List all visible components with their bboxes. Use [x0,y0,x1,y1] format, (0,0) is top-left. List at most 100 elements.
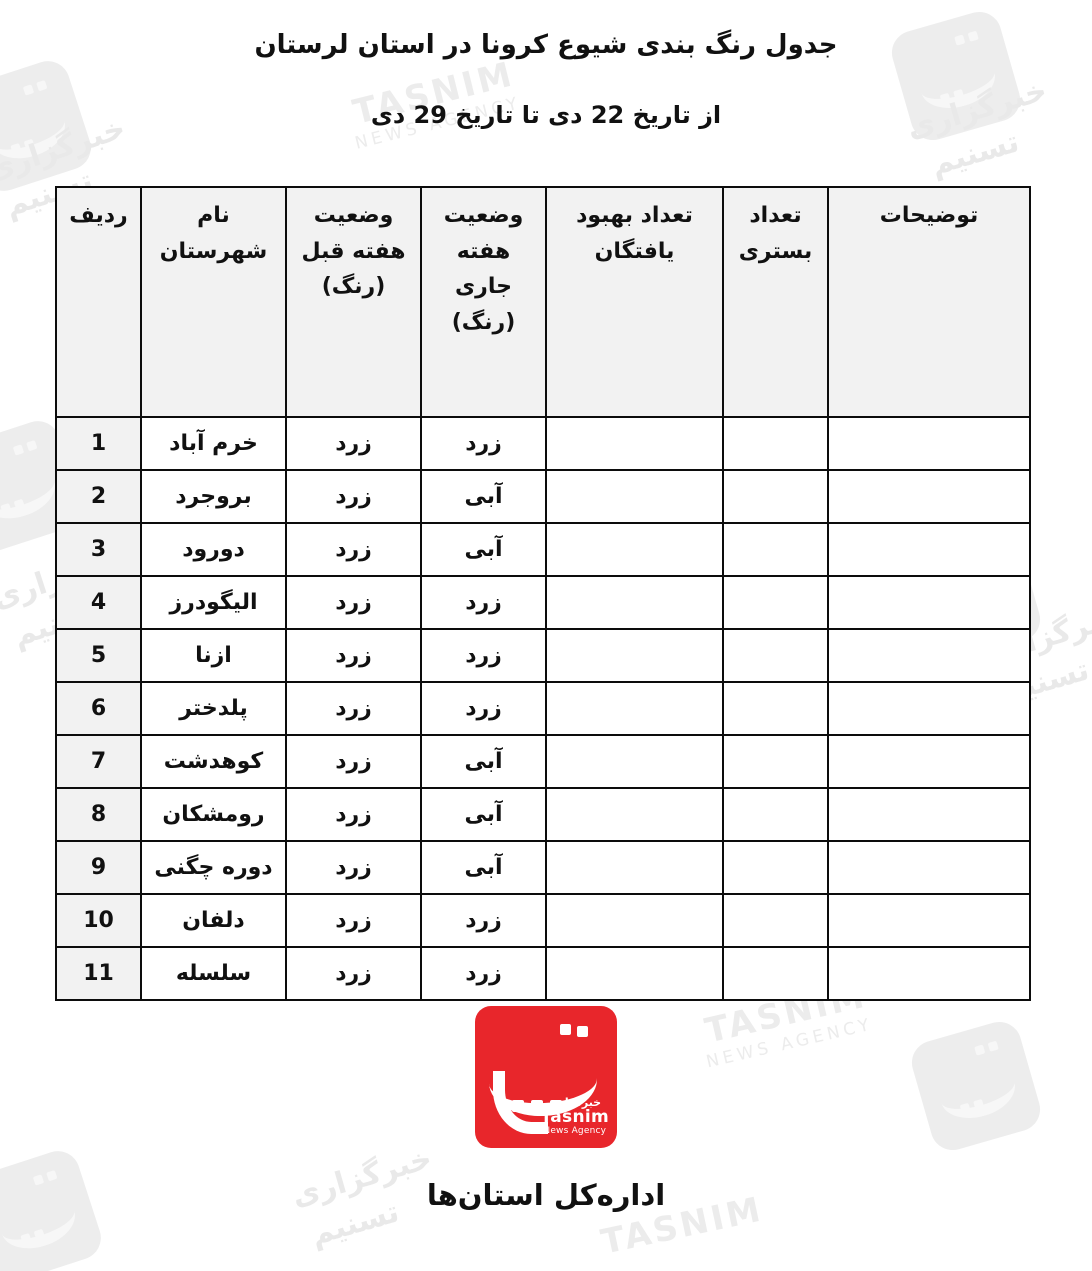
cell-recovered [545,787,724,842]
cell-hospitalized [722,469,829,524]
table-row: آبی زرد کوهدشت 7 [55,734,1031,789]
page-subtitle: از تاریخ 22 دی تا تاریخ 29 دی [370,101,722,130]
cell-current-week-status: آبی [420,734,547,789]
logo-agency-fa: خبرگزاری [548,1096,602,1110]
logo-wordmark: خبرگزاری Tasnim News Agency [541,1097,609,1136]
cell-hospitalized [722,787,829,842]
table-header-row: توضیحات تعداد بستری تعداد بهبود یافتگان … [55,186,1031,418]
cell-notes [827,575,1031,630]
cell-current-week-status: زرد [420,681,547,736]
table-row: آبی زرد بروجرد 2 [55,469,1031,524]
table-header: توضیحات تعداد بستری تعداد بهبود یافتگان … [55,186,1031,418]
cell-row-number: 10 [55,893,142,948]
column-header-hospitalized: تعداد بستری [722,186,829,418]
cell-row-number: 8 [55,787,142,842]
cell-previous-week-status: زرد [285,416,422,471]
table-row: زرد زرد خرم آباد 1 [55,416,1031,471]
cell-previous-week-status: زرد [285,893,422,948]
footer: خبرگزاری Tasnim News Agency اداره‌کل است… [0,1006,1092,1212]
cell-previous-week-status: زرد [285,522,422,577]
cell-recovered [545,734,724,789]
cell-current-week-status: زرد [420,628,547,683]
cell-notes [827,893,1031,948]
cell-city-name: خرم آباد [140,416,287,471]
cell-notes [827,787,1031,842]
cell-previous-week-status: زرد [285,575,422,630]
cell-previous-week-status: زرد [285,840,422,895]
cell-recovered [545,893,724,948]
cell-hospitalized [722,681,829,736]
cell-recovered [545,416,724,471]
cell-hospitalized [722,416,829,471]
cell-city-name: پلدختر [140,681,287,736]
cell-row-number: 1 [55,416,142,471]
footer-caption: اداره‌کل استان‌ها [426,1178,666,1212]
cell-notes [827,840,1031,895]
cell-notes [827,681,1031,736]
cell-hospitalized [722,946,829,1001]
cell-city-name: رومشکان [140,787,287,842]
cell-recovered [545,469,724,524]
column-header-notes: توضیحات [827,186,1031,418]
cell-city-name: کوهدشت [140,734,287,789]
cell-recovered [545,522,724,577]
cell-city-name: دوره چگنی [140,840,287,895]
column-header-city-name: نام شهرستان [140,186,287,418]
table-row: آبی زرد دوره چگنی 9 [55,840,1031,895]
cell-city-name: سلسله [140,946,287,1001]
cell-hospitalized [722,575,829,630]
cell-notes [827,628,1031,683]
cell-previous-week-status: زرد [285,628,422,683]
cell-city-name: ازنا [140,628,287,683]
cell-hospitalized [722,893,829,948]
cell-previous-week-status: زرد [285,469,422,524]
cell-previous-week-status: زرد [285,787,422,842]
cell-row-number: 11 [55,946,142,1001]
cell-current-week-status: آبی [420,522,547,577]
logo-dots-icon [560,1024,572,1036]
cell-current-week-status: آبی [420,469,547,524]
cell-row-number: 6 [55,681,142,736]
cell-current-week-status: آبی [420,840,547,895]
cell-hospitalized [722,840,829,895]
cell-hospitalized [722,628,829,683]
table-body: زرد زرد خرم آباد 1 آبی زرد بروجرد 2 آبی زرد دورود 3… [55,416,1031,1001]
cell-current-week-status: زرد [420,893,547,948]
cell-previous-week-status: زرد [285,946,422,1001]
table-row: آبی زرد رومشکان 8 [55,787,1031,842]
table-row: زرد زرد سلسله 11 [55,946,1031,1001]
table-row: زرد زرد پلدختر 6 [55,681,1031,736]
cell-city-name: دلفان [140,893,287,948]
cell-city-name: الیگودرز [140,575,287,630]
table-container: توضیحات تعداد بستری تعداد بهبود یافتگان … [55,186,1031,1001]
cell-current-week-status: زرد [420,946,547,1001]
cell-previous-week-status: زرد [285,734,422,789]
page-title: جدول رنگ بندی شیوع کرونا در استان لرستان [254,30,838,60]
tasnim-logo: خبرگزاری Tasnim News Agency [475,1006,617,1148]
table-row: آبی زرد دورود 3 [55,522,1031,577]
cell-recovered [545,681,724,736]
cell-city-name: بروجرد [140,469,287,524]
cell-row-number: 5 [55,628,142,683]
column-header-recovered: تعداد بهبود یافتگان [545,186,724,418]
cell-notes [827,946,1031,1001]
covid-color-table: توضیحات تعداد بستری تعداد بهبود یافتگان … [55,186,1031,1001]
cell-notes [827,522,1031,577]
cell-current-week-status: زرد [420,575,547,630]
cell-recovered [545,840,724,895]
cell-notes [827,734,1031,789]
cell-row-number: 2 [55,469,142,524]
cell-row-number: 7 [55,734,142,789]
logo-agency-en-sub: News Agency [543,1125,607,1136]
column-header-current-week-status: وضعیت هفته جاری (رنگ) [420,186,547,418]
cell-notes [827,416,1031,471]
cell-recovered [545,628,724,683]
logo-agency-en-main: Tasnim [540,1106,609,1127]
cell-current-week-status: آبی [420,787,547,842]
column-header-previous-week-status: وضعیت هفته قبل (رنگ) [285,186,422,418]
cell-recovered [545,946,724,1001]
cell-row-number: 3 [55,522,142,577]
cell-notes [827,469,1031,524]
table-row: زرد زرد دلفان 10 [55,893,1031,948]
